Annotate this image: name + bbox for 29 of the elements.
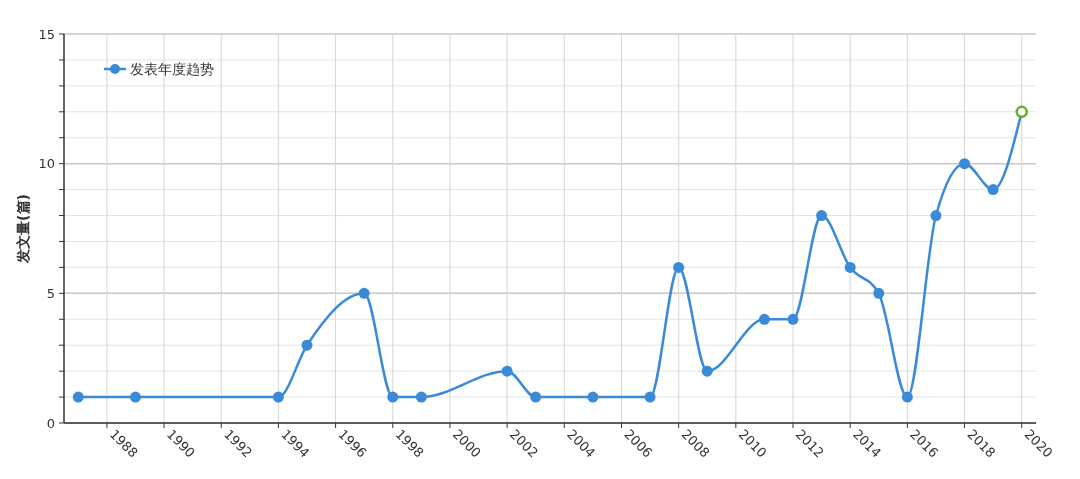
- y-tick-label: 10: [38, 156, 55, 172]
- point: [530, 391, 542, 403]
- y-tick-label: 15: [38, 26, 55, 42]
- point: [301, 339, 313, 351]
- point: [644, 391, 656, 403]
- legend-label: 发表年度趋势: [130, 60, 214, 77]
- point: [272, 391, 284, 403]
- point: [1015, 105, 1028, 119]
- point: [987, 184, 999, 196]
- point: [673, 261, 685, 273]
- point: [701, 365, 713, 377]
- y-tick-label: 0: [46, 415, 55, 431]
- point: [816, 210, 828, 222]
- point: [358, 287, 370, 299]
- point: [72, 391, 84, 403]
- point: [959, 158, 971, 170]
- point: [501, 365, 513, 377]
- point: [873, 287, 885, 299]
- point: [758, 313, 770, 325]
- y-axis-title: 发文量(篇): [15, 194, 31, 264]
- y-tick-label: 5: [46, 285, 55, 301]
- point: [587, 391, 599, 403]
- point: [415, 391, 427, 403]
- point: [930, 210, 942, 222]
- point: [787, 313, 799, 325]
- point: [844, 261, 856, 273]
- point: [129, 391, 141, 403]
- point: [387, 391, 399, 403]
- point: [901, 391, 913, 403]
